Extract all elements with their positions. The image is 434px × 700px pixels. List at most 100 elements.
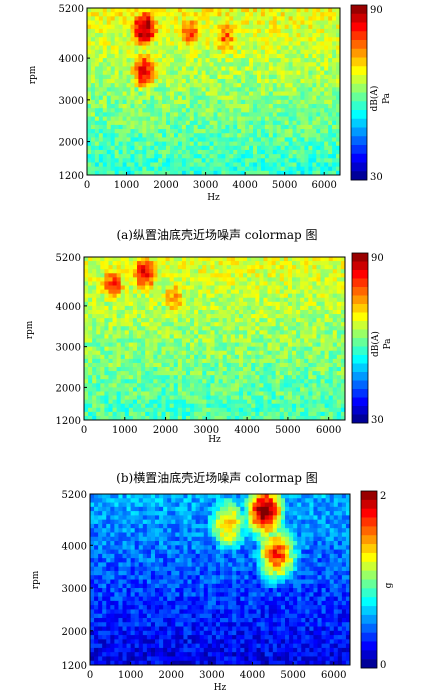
heatmap-cell — [230, 273, 236, 278]
heatmap-cell — [336, 354, 342, 360]
heatmap-cell — [340, 322, 346, 327]
heatmap-cell — [209, 158, 214, 163]
heatmap-cell — [102, 95, 108, 101]
heatmap-cell — [146, 170, 151, 176]
heatmap-cell — [253, 129, 258, 134]
heatmap-cell — [271, 367, 277, 372]
heatmap-cell — [142, 137, 147, 142]
heatmap-cell — [249, 45, 254, 51]
heatmap-cell — [177, 108, 183, 113]
heatmap-cell — [284, 116, 290, 122]
heatmap-cell — [316, 314, 321, 319]
heatmap-cell — [291, 395, 297, 401]
heatmap-cell — [173, 158, 179, 163]
heatmap-cell — [181, 367, 187, 372]
heatmap-cell — [332, 53, 337, 59]
heatmap-cell — [197, 129, 203, 134]
heatmap-cell — [209, 116, 214, 122]
heatmap-cell — [120, 379, 126, 384]
heatmap-cell — [118, 149, 123, 155]
heatmap-cell — [328, 149, 333, 155]
heatmap-cell — [237, 8, 242, 13]
heatmap-cell — [193, 166, 199, 172]
heatmap-cell — [189, 104, 195, 109]
heatmap-cell — [304, 403, 309, 409]
heatmap-cell — [137, 334, 142, 339]
heatmap-cell — [255, 375, 260, 380]
heatmap-cell — [145, 297, 150, 303]
heatmap-cell — [260, 116, 266, 122]
heatmap-cell — [316, 149, 321, 155]
heatmap-cell — [304, 281, 309, 286]
heatmap-cell — [193, 70, 199, 76]
heatmap-cell — [177, 116, 183, 122]
heatmap-cell — [90, 66, 96, 72]
heatmap-cell — [222, 326, 228, 331]
heatmap-cell — [130, 37, 135, 42]
heatmap-cell — [114, 66, 120, 72]
heatmap-cell — [205, 12, 210, 17]
heatmap-cell — [304, 399, 309, 405]
heatmap-cell — [153, 297, 158, 303]
heatmap-cell — [138, 158, 143, 163]
heatmap-cell — [279, 334, 285, 339]
heatmap-cell — [112, 350, 118, 356]
heatmap-cell — [264, 58, 270, 63]
heatmap-cell — [280, 24, 286, 30]
heatmap-cell — [312, 277, 317, 282]
heatmap-cell — [320, 342, 326, 348]
heatmap-cell — [221, 95, 226, 101]
heatmap-cell — [197, 162, 203, 168]
heatmap-cell — [268, 45, 274, 51]
heatmap-cell — [253, 37, 258, 42]
heatmap-cell — [190, 362, 195, 368]
heatmap-cell — [190, 322, 195, 327]
heatmap-cell — [264, 162, 270, 168]
heatmap-cell — [328, 289, 334, 295]
heatmap-cell — [245, 137, 250, 142]
heatmap-cell — [267, 326, 272, 331]
heatmap-cell — [185, 314, 191, 319]
heatmap-cell — [218, 289, 224, 295]
heatmap-cell — [141, 269, 146, 274]
heatmap-cell — [134, 24, 139, 30]
heatmap-cell — [108, 407, 113, 413]
heatmap-cell — [110, 70, 116, 76]
heatmap-cell — [316, 334, 321, 339]
heatmap-cell — [264, 158, 270, 163]
colorbar-segment — [351, 5, 367, 15]
heatmap-cell — [157, 362, 162, 368]
heatmap-cell — [222, 301, 228, 307]
heatmap-cell — [161, 330, 166, 335]
heatmap-cell — [268, 120, 274, 126]
heatmap-cell — [88, 399, 93, 405]
heatmap-cell — [328, 20, 333, 26]
heatmap-cell — [206, 399, 211, 405]
heatmap-cell — [238, 362, 244, 368]
heatmap-cell — [249, 129, 254, 134]
heatmap-cell — [90, 33, 96, 38]
heatmap-cell — [336, 314, 342, 319]
heatmap-cell — [94, 83, 100, 88]
heatmap-cell — [177, 99, 183, 105]
heatmap-cell — [193, 74, 199, 80]
heatmap-cell — [128, 379, 134, 384]
heatmap-cell — [154, 170, 159, 176]
heatmap-cell — [145, 314, 150, 319]
heatmap-cell — [158, 133, 163, 138]
heatmap-cell — [87, 66, 92, 72]
heatmap-cell — [218, 322, 224, 327]
heatmap-cell — [300, 322, 305, 327]
heatmap-cell — [132, 257, 138, 262]
heatmap-cell — [328, 83, 333, 88]
heatmap-cell — [201, 162, 206, 168]
heatmap-cell — [340, 379, 346, 384]
heatmap-cell — [320, 108, 325, 113]
heatmap-cell — [185, 371, 191, 376]
heatmap-cell — [197, 166, 203, 172]
heatmap-cell — [267, 387, 272, 392]
heatmap-cell — [190, 403, 195, 409]
heatmap-cell — [124, 277, 130, 282]
heatmap-cell — [189, 12, 195, 17]
heatmap-cell — [190, 277, 195, 282]
